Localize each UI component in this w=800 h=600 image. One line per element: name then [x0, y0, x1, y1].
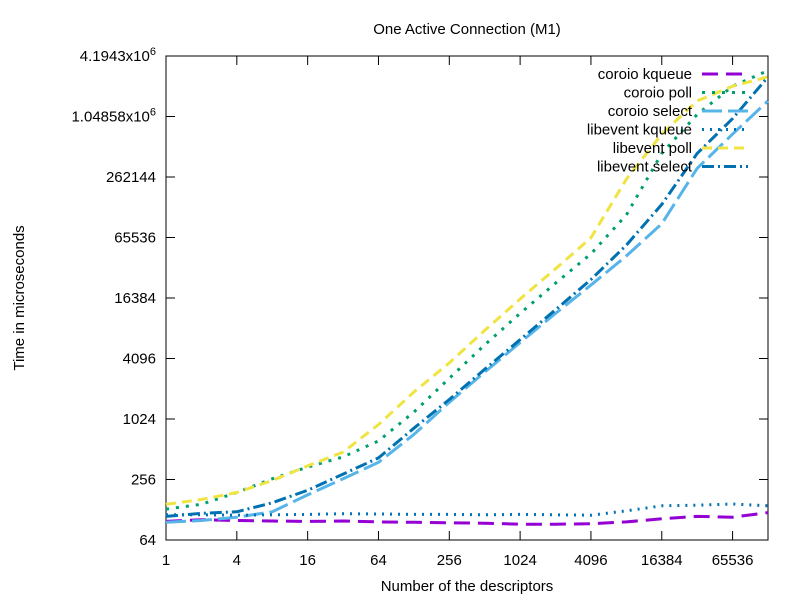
- x-tick-label: 16384: [641, 552, 683, 569]
- y-tick-label: 64: [139, 532, 156, 549]
- y-tick-label: 262144: [106, 169, 156, 186]
- series-group: [165, 69, 770, 526]
- y-tick-label: 256: [131, 472, 156, 489]
- series-line-coroio-select: [165, 99, 770, 524]
- x-tick-label: 1024: [503, 552, 536, 569]
- legend-label-coroio-poll: coroio poll: [624, 85, 692, 102]
- axis-ticks: 1 4 16 64 256 1024 4096 16384 65536 64 256 1024 4096…: [71, 46, 768, 569]
- legend-label-libevent-select: libevent select: [597, 159, 693, 176]
- y-tick-label: 1.04858x106: [71, 107, 156, 126]
- legend-label-libevent-poll: libevent poll: [613, 140, 692, 157]
- legend-label-coroio-select: coroio select: [608, 103, 693, 120]
- y-tick-label: 16384: [114, 290, 156, 307]
- legend-label-libevent-kqueue: libevent kqueue: [587, 122, 692, 139]
- chart-title: One Active Connection (M1): [373, 21, 561, 38]
- x-tick-label: 1: [162, 552, 170, 569]
- y-tick-label: 4.1943x106: [80, 46, 156, 65]
- legend-label-coroio-kqueue: coroio kqueue: [598, 66, 692, 83]
- series-line-coroio-kqueue: [165, 511, 769, 526]
- y-tick-label: 65536: [114, 230, 156, 247]
- y-tick-label: 4096: [123, 351, 156, 368]
- y-axis-label: Time in microseconds: [11, 225, 28, 370]
- y-tick-label: 1024: [123, 411, 156, 428]
- x-tick-label: 4096: [574, 552, 607, 569]
- x-tick-label: 65536: [712, 552, 754, 569]
- x-tick-label: 256: [437, 552, 462, 569]
- series-line-libevent-poll: [165, 75, 769, 506]
- x-tick-label: 64: [370, 552, 387, 569]
- x-tick-label: 4: [233, 552, 241, 569]
- x-tick-label: 16: [299, 552, 316, 569]
- series-line-coroio-poll: [165, 69, 769, 511]
- series-line-libevent-select: [165, 75, 770, 518]
- x-axis-label: Number of the descriptors: [381, 578, 554, 595]
